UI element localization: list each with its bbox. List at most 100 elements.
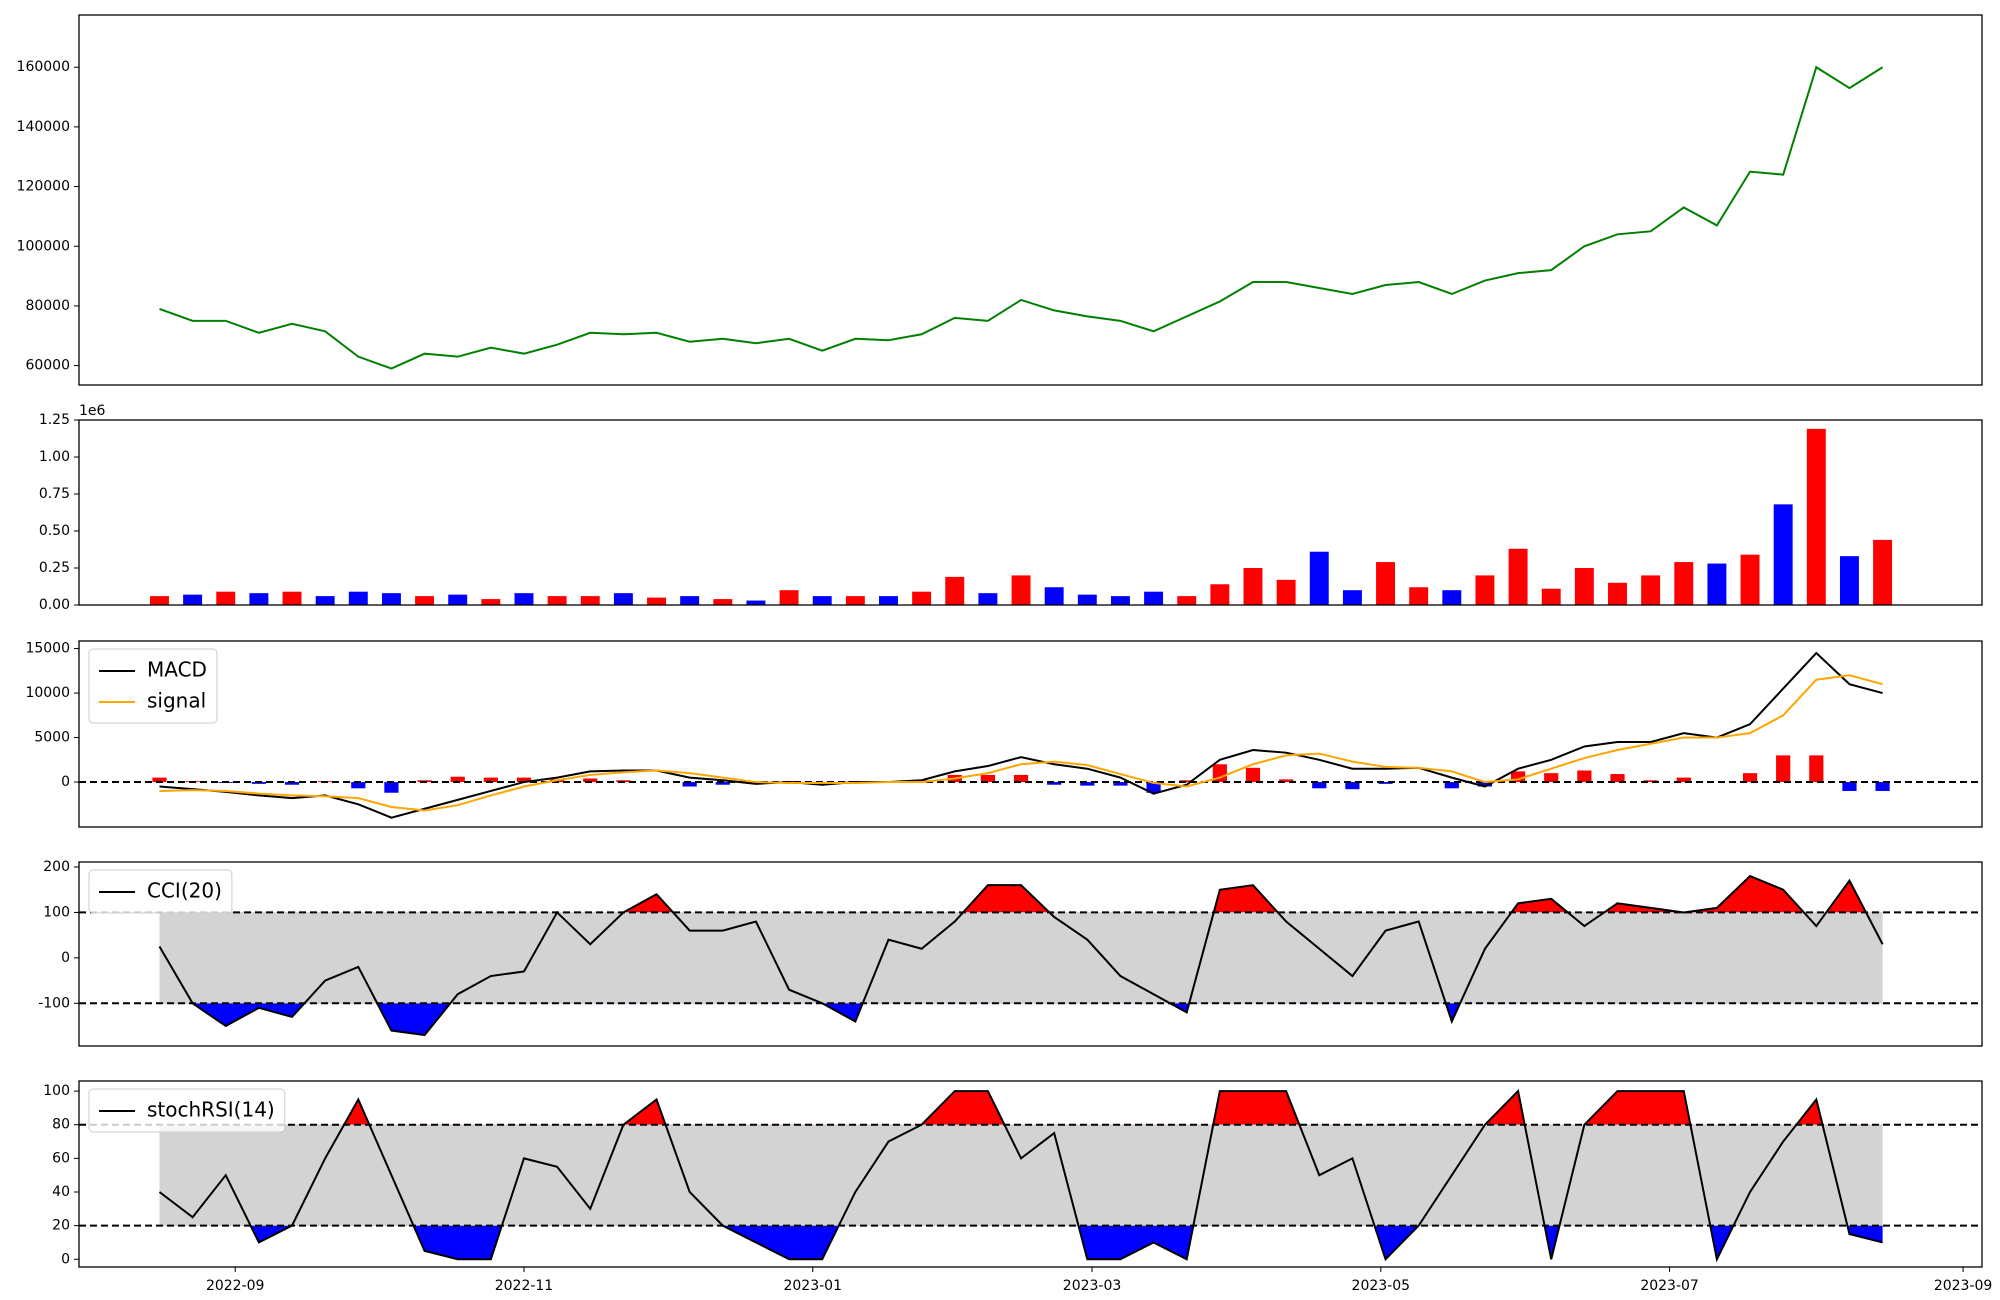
bar [1608, 582, 1627, 605]
bar [1243, 568, 1263, 605]
bar [415, 596, 435, 605]
y-tick-label: 80000 [25, 298, 70, 314]
histogram-bar [1776, 755, 1791, 783]
panel: 60000 80000 100000 120000 140000 160000 [17, 14, 1983, 386]
histogram-bar [1643, 780, 1658, 783]
histogram-bar [715, 782, 730, 785]
bar [1342, 590, 1362, 605]
bar [713, 599, 733, 605]
bar [1641, 575, 1661, 605]
bar [1409, 587, 1429, 605]
histogram-bar [1742, 773, 1758, 783]
y-tick-label: -100 [38, 995, 70, 1011]
band-fill [159, 1124, 1883, 1226]
legend-label: signal [147, 689, 206, 713]
bar [249, 593, 269, 605]
bar [183, 594, 203, 605]
bar [1707, 563, 1727, 605]
y-tick-label: 60000 [25, 358, 70, 374]
bar [845, 596, 865, 605]
panel-frame [78, 861, 1983, 1047]
bar [150, 596, 169, 605]
bar [812, 596, 832, 605]
bar [1044, 587, 1064, 605]
bar [1177, 596, 1197, 605]
histogram-bar [483, 777, 498, 783]
histogram-bar [1179, 780, 1194, 783]
x-tick-label: 2022-11 [495, 1278, 554, 1294]
y-tick-label: 60 [52, 1150, 70, 1166]
y-tick-label: 80 [52, 1117, 70, 1133]
series-line [158, 874, 1884, 1037]
histogram-bar [1245, 767, 1261, 783]
bar [1077, 594, 1097, 605]
histogram-bar [1610, 774, 1625, 783]
bar [879, 596, 898, 605]
legend-label: CCI(20) [147, 879, 222, 903]
bar [1508, 548, 1528, 605]
legend-label: MACD [147, 658, 207, 682]
bar [1806, 428, 1826, 605]
bar [1773, 504, 1793, 605]
histogram-bar [1146, 782, 1161, 793]
bar [945, 576, 965, 605]
histogram-bar [1345, 782, 1360, 790]
bar [1011, 575, 1031, 605]
histogram-bar [1279, 779, 1294, 783]
x-tick-label: 2023-03 [1063, 1278, 1122, 1294]
bar [547, 596, 567, 605]
histogram-bar [1444, 782, 1459, 789]
y-tick-label: 100 [43, 904, 70, 920]
bar [315, 596, 335, 605]
plot-area [79, 874, 1982, 1037]
series-line [159, 65, 1884, 370]
legend-box [88, 869, 233, 914]
bar [282, 591, 302, 605]
bar [680, 596, 700, 605]
histogram-bar [351, 782, 366, 789]
plot-area [79, 651, 1982, 819]
bar [1210, 584, 1230, 605]
bar [647, 597, 666, 605]
x-tick-label: 2023-01 [783, 1278, 842, 1294]
histogram-bar [980, 774, 995, 783]
y-tick-label: 1.00 [39, 449, 70, 465]
legend-box [88, 1088, 286, 1133]
x-tick-label: 2023-05 [1352, 1278, 1411, 1294]
band-fill [159, 912, 1883, 1004]
plot-area [79, 1089, 1982, 1263]
legend-box [88, 648, 218, 724]
histogram-bar [1842, 782, 1857, 791]
bar [1110, 596, 1130, 605]
histogram-bar [1047, 782, 1062, 785]
y-tick-label: 0.75 [39, 486, 70, 502]
y-tick-label: 0.50 [39, 523, 70, 539]
bar [1674, 562, 1694, 605]
x-tick-label: 2022-09 [206, 1278, 265, 1294]
y-tick-label: 140000 [17, 119, 70, 135]
bar [1475, 575, 1495, 605]
x-tick-label: 2023-07 [1640, 1278, 1699, 1294]
bar [746, 600, 766, 605]
y-tick-label: 160000 [17, 59, 70, 75]
histogram-bar [1544, 773, 1559, 783]
histogram-bar [1013, 774, 1029, 783]
histogram-bar [1312, 782, 1327, 789]
series-line [158, 1089, 1883, 1263]
y-tick-label: 20 [52, 1218, 70, 1234]
bar [1740, 554, 1760, 605]
y-tick-label: 40 [52, 1184, 70, 1200]
bar [381, 593, 401, 605]
bar [1144, 591, 1164, 605]
panel-frame [78, 419, 1983, 606]
histogram-bar [1510, 771, 1526, 783]
y-tick-label: 0 [61, 1251, 70, 1267]
y-tick-label: 15000 [25, 641, 70, 657]
y-tick-label: 200 [43, 859, 70, 875]
histogram-bar [152, 777, 167, 783]
bar [1839, 556, 1859, 605]
panel: 0 20 40 60 80 100 2022-09 2022-11 2023-01 2023-03… [43, 1080, 1992, 1294]
series-line [159, 651, 1883, 819]
histogram-bar [1577, 770, 1592, 783]
